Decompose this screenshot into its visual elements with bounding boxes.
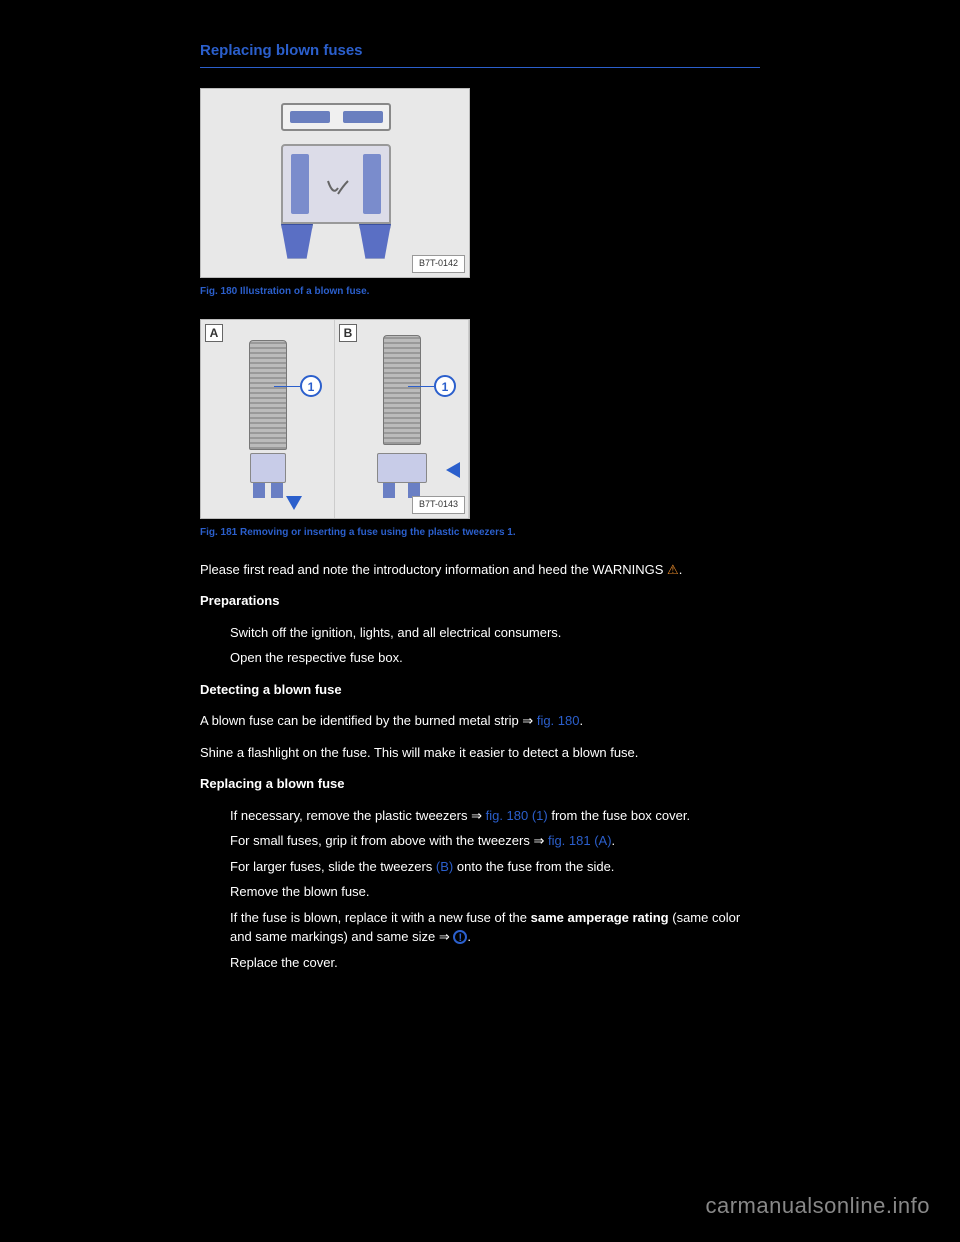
prep-heading: Preparations [200,591,760,611]
tweezer-b [383,335,421,445]
heading-rule [200,67,760,68]
replace-step-5: If the fuse is blown, replace it with a … [230,908,760,947]
callout-line-a [274,386,300,387]
r5-bold: same amperage rating [531,910,669,925]
r5-a: If the fuse is blown, replace it with a … [230,910,531,925]
replace-step-6: Replace the cover. [230,953,760,973]
warning-icon: ⚠ [667,562,679,577]
r1-link[interactable]: fig. 180 (1) [486,808,548,823]
intro-text-a: Please first read and note the introduct… [200,562,667,577]
panel-b-label: B [339,324,357,342]
detect-paragraph-2: Shine a flashlight on the fuse. This wil… [200,743,760,763]
r3-b: onto the fuse from the side. [453,859,614,874]
watermark: carmanualsonline.info [705,1189,930,1222]
small-fuse-b [377,453,427,498]
replace-step-1: If necessary, remove the plastic tweezer… [230,806,760,826]
r1-a: If necessary, remove the plastic tweezer… [230,808,486,823]
r2-b: . [612,833,616,848]
tweezer-a [249,340,287,450]
arrow-down-icon [286,496,302,510]
detect-text-b: . [579,713,583,728]
detect-text-a: A blown fuse can be identified by the bu… [200,713,537,728]
figure-181-caption: Fig. 181 Removing or inserting a fuse us… [200,525,760,540]
arrow-left-icon [446,462,460,478]
replace-step-3: For larger fuses, slide the tweezers (B)… [230,857,760,877]
callout-1b: 1 [434,375,456,397]
detect-link[interactable]: fig. 180 [537,713,580,728]
detect-paragraph: A blown fuse can be identified by the bu… [200,711,760,731]
callout-line-b [408,386,434,387]
r3-link[interactable]: (B) [436,859,453,874]
figure-code-2: B7T-0143 [412,496,465,514]
fuse-top-view [281,103,391,131]
figure-180-caption: Fig. 180 Illustration of a blown fuse. [200,284,760,299]
section-heading: Replacing blown fuses [200,40,760,63]
notice-icon: ! [453,930,467,944]
replace-step-4: Remove the blown fuse. [230,882,760,902]
figure-code: B7T-0142 [412,255,465,273]
panel-b: B 1 [335,320,469,518]
r2-link[interactable]: fig. 181 (A) [548,833,612,848]
figure-180: B7T-0142 [200,88,470,278]
panel-a-label: A [205,324,223,342]
panel-a: A 1 [201,320,335,518]
prep-bullet-2: Open the respective fuse box. [230,648,760,668]
intro-text-b: . [679,562,683,577]
prep-bullet-1: Switch off the ignition, lights, and all… [230,623,760,643]
figure-181: A 1 B 1 B7T-0143 [200,319,470,519]
r1-b: from the fuse box cover. [548,808,690,823]
detect-heading: Detecting a blown fuse [200,680,760,700]
replace-step-2: For small fuses, grip it from above with… [230,831,760,851]
replace-heading: Replacing a blown fuse [200,774,760,794]
fuse-body [281,144,391,254]
callout-1a: 1 [300,375,322,397]
intro-paragraph: Please first read and note the introduct… [200,560,760,580]
r3-a: For larger fuses, slide the tweezers [230,859,436,874]
r5-c: . [467,929,471,944]
small-fuse-a [250,453,286,498]
r2-a: For small fuses, grip it from above with… [230,833,548,848]
